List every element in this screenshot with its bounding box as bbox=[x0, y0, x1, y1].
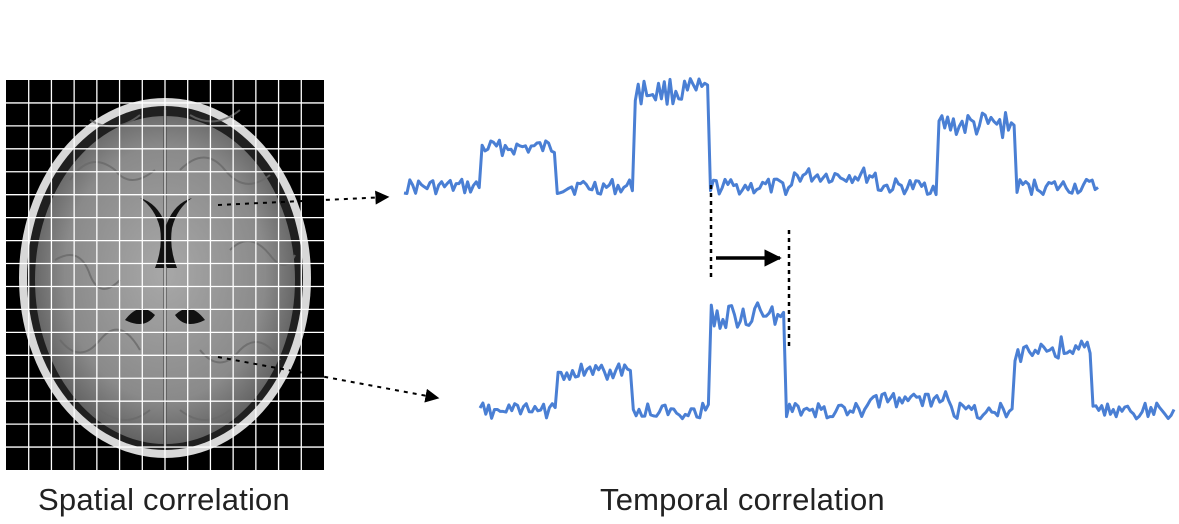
spatial-correlation-caption: Spatial correlation bbox=[38, 482, 290, 517]
correlation-figure bbox=[6, 77, 1176, 470]
voxel-grid bbox=[6, 80, 324, 470]
lower-voxel-signal bbox=[478, 301, 1176, 421]
lower-voxel-pointer-arrow bbox=[217, 356, 440, 403]
upper-voxel-signal bbox=[403, 77, 1099, 197]
right-ventricle bbox=[163, 198, 192, 268]
temporal-correlation-caption: Temporal correlation bbox=[600, 482, 885, 517]
left-ventricle bbox=[140, 198, 169, 268]
upper-voxel-pointer-arrow bbox=[217, 190, 390, 206]
right-posterior-horn bbox=[175, 308, 205, 324]
left-posterior-horn bbox=[125, 308, 155, 324]
brain-mri-scan bbox=[6, 80, 324, 470]
